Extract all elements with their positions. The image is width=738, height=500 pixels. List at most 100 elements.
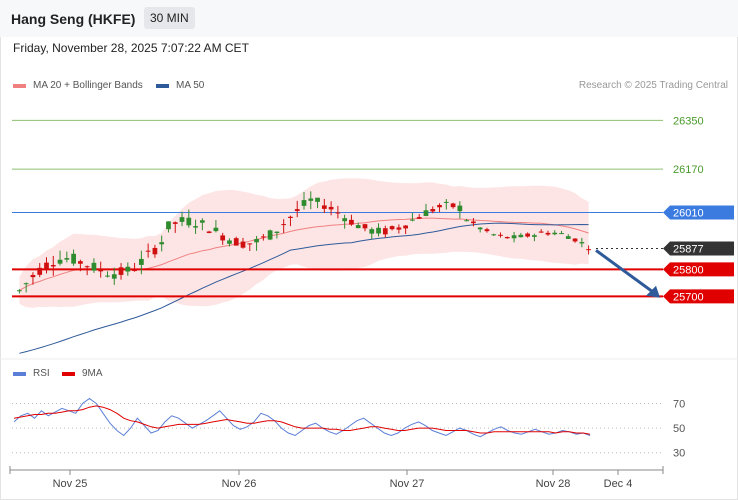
candle-body [138,258,144,265]
legend-9ma-swatch [62,371,75,376]
candle-body [132,270,137,272]
candle-body [471,221,476,224]
candle-body [220,235,226,241]
rsi-series-rsi [13,397,591,438]
candle-body [213,227,219,232]
candle-body [193,226,198,228]
candle-body [376,227,381,234]
legend-9ma: 9MA [62,368,103,379]
level-label-26350: 26350 [673,115,704,127]
candle-body [260,236,266,238]
candle-body [98,268,104,272]
candle-body [437,205,442,208]
level-tag-25700 [663,289,734,304]
x-tick-label-3: Nov 28 [536,478,571,490]
candle-body [416,217,422,219]
candle-body [105,275,110,277]
candle-body [342,218,348,222]
x-tick-label-2: Nov 27 [390,478,425,490]
candle-body [430,209,436,212]
candle-body [443,201,449,203]
rsi-tick-50: 50 [673,423,685,435]
candle-body [206,231,212,234]
candle-body [525,233,530,237]
candle-body [254,239,259,243]
candle-body [328,206,334,210]
chart-header: Hang Seng (HKFE) 30 MIN [0,0,738,37]
candle-body [308,198,314,201]
legend-ma20-label: MA 20 + Bollinger Bands [33,80,143,91]
candle-body [64,258,70,260]
candle-body [17,290,22,292]
candle-body [545,232,551,235]
candle-body [57,259,63,264]
candle-body [118,267,124,275]
level-tag-25877 [663,241,734,256]
bollinger-band [19,178,589,308]
candle-body [457,205,463,212]
candle-body [37,267,43,275]
symbol-title: Hang Seng (HKFE) [11,11,136,27]
candle-body [23,283,29,285]
level-label-25800: 25800 [673,264,704,276]
legend-rsi-swatch [13,371,26,376]
level-label-26170: 26170 [673,164,704,176]
candle-body [335,212,341,214]
legend-ma50-swatch [156,83,169,88]
candle-body [396,227,402,230]
candle-body [44,262,49,269]
candle-body [288,216,293,218]
legend-rsi: RSI [13,368,50,379]
candle-body [125,266,131,272]
candle-body [159,242,165,245]
candle-body [281,224,287,226]
level-label-26010: 26010 [673,207,704,219]
copyright-text: Research © 2025 Trading Central [578,80,728,91]
candle-body [572,238,578,242]
candle-body [511,235,517,239]
x-tick-label-0: Nov 25 [53,478,88,490]
candle-body [355,225,361,229]
candle-body [382,228,388,235]
candle-body [152,247,158,255]
candle-body [91,262,97,271]
rsi-tick-30: 30 [673,448,685,460]
candle-body [111,274,117,279]
candle-body [84,266,90,268]
level-tag-26010 [663,205,734,220]
level-label-25700: 25700 [673,291,704,303]
datetime-label: Friday, November 28, 2025 7:07:22 AM CET [13,41,249,55]
candle-body [491,234,497,236]
legend-ma20: MA 20 + Bollinger Bands [13,80,143,91]
candle-body [403,225,409,229]
candle-body [586,249,591,251]
x-tick-label-4: Dec 4 [604,478,633,490]
timeframe-badge[interactable]: 30 MIN [144,7,195,29]
candle-body [362,224,368,229]
candle-body [179,217,185,222]
ma50-line [19,222,589,354]
x-tick-label-1: Nov 26 [222,478,257,490]
legend-ma50: MA 50 [156,80,204,91]
candle-body [538,231,544,233]
legend-ma20-swatch [13,83,26,88]
candle-body [450,203,456,208]
candle-body [294,209,300,211]
level-tag-25800 [663,262,734,277]
candle-body [186,217,192,226]
legend-ma50-label: MA 50 [176,80,205,91]
candle-body [321,205,327,209]
candle-body [504,236,510,239]
rsi-tick-70: 70 [673,398,685,410]
candle-body [233,238,239,246]
legend-rsi-label: RSI [33,368,50,379]
candle-body [389,226,395,230]
candle-body [199,220,205,223]
candle-body [50,264,56,267]
candle-body [518,234,524,238]
level-label-25877: 25877 [673,243,704,255]
candle-body [301,200,307,206]
candle-body [464,220,470,222]
candle-body [349,219,354,225]
